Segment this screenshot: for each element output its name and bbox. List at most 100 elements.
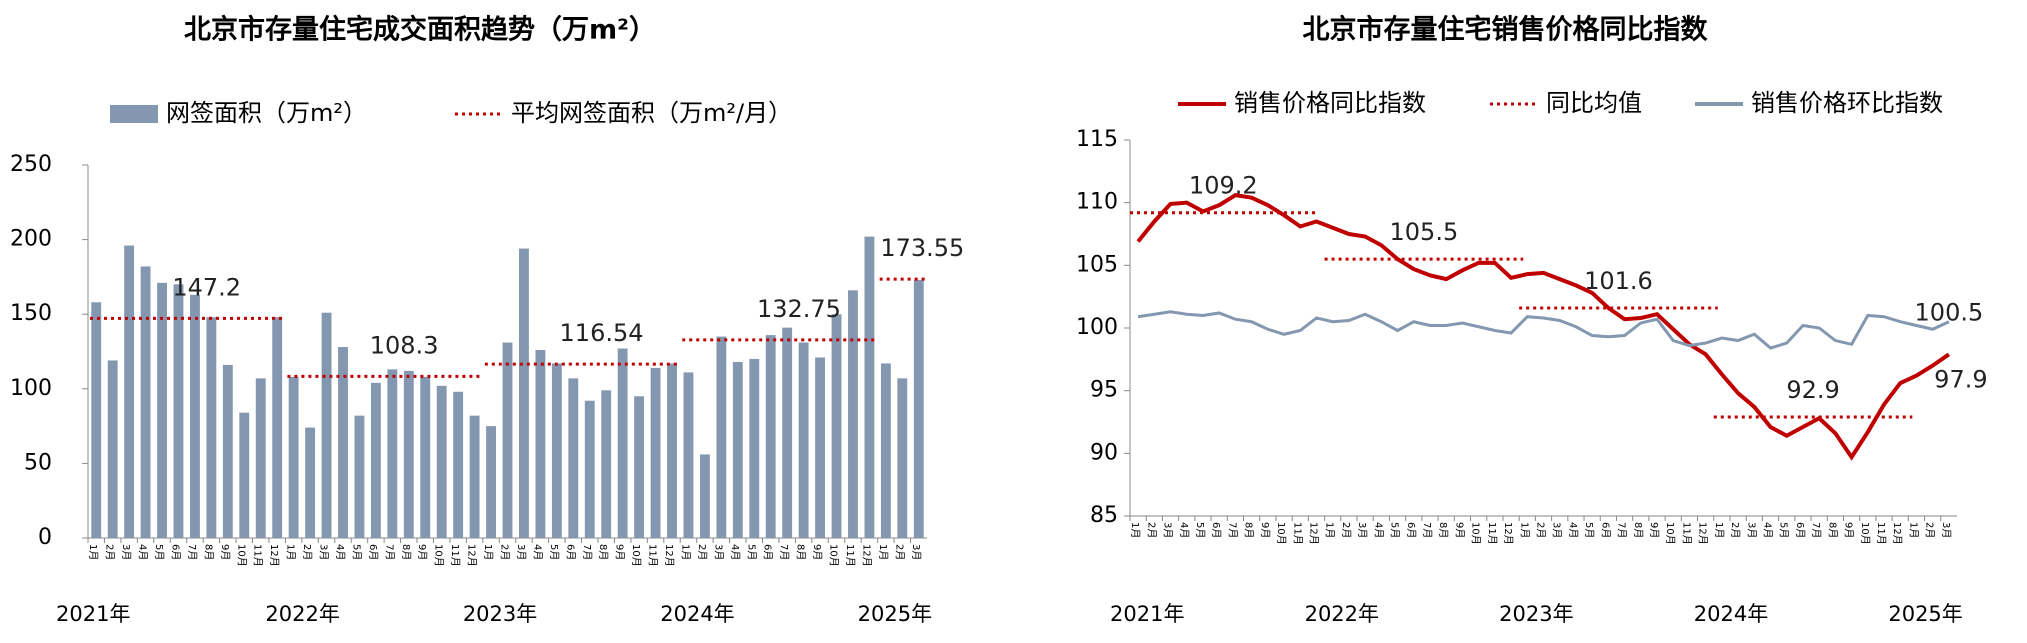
x-tick-label: 7月 [1616, 522, 1628, 538]
bar [387, 369, 398, 538]
y-tick-label: 110 [1076, 190, 1118, 215]
x-tick-label: 11月 [252, 544, 264, 567]
x-tick-label: 2月 [1924, 522, 1936, 538]
bar [634, 396, 645, 538]
x-tick-label: 10月 [630, 544, 642, 567]
bar [354, 415, 365, 538]
x-tick-label: 12月 [1697, 522, 1709, 545]
x-tick-label: 10月 [1664, 522, 1676, 545]
y-tick-label: 105 [1076, 252, 1118, 277]
x-tick-label: 12月 [663, 544, 675, 567]
y-tick-label: 85 [1090, 503, 1118, 528]
bar [288, 376, 299, 538]
x-tick-label: 3月 [1745, 522, 1757, 538]
x-tick-label: 2月 [1535, 522, 1547, 538]
x-tick-label: 5月 [153, 544, 165, 560]
x-tick-label: 3月 [1940, 522, 1952, 538]
x-tick-label: 9月 [614, 544, 626, 560]
x-tick-label: 10月 [433, 544, 445, 567]
x-tick-label: 9月 [1453, 522, 1465, 538]
bar [272, 317, 283, 538]
legend-label: 同比均值 [1546, 89, 1642, 117]
x-tick-label: 7月 [581, 544, 593, 560]
average-label: 147.2 [172, 273, 241, 301]
x-tick-label: 11月 [1875, 522, 1887, 545]
end-label: 97.9 [1934, 365, 1987, 393]
x-tick-label: 8月 [597, 544, 609, 560]
bar [107, 360, 118, 538]
x-tick-label: 10月 [1859, 522, 1871, 545]
x-tick-label: 8月 [1632, 522, 1644, 538]
bar [222, 364, 233, 538]
bar [502, 342, 513, 538]
x-tick-label: 11月 [1680, 522, 1692, 545]
legend-label: 销售价格环比指数 [1751, 89, 1943, 117]
x-tick-label: 7月 [1226, 522, 1238, 538]
bar [848, 290, 858, 538]
bar [486, 426, 496, 538]
bar [568, 378, 579, 538]
bar [157, 282, 167, 538]
x-tick-label: 4月 [1762, 522, 1774, 538]
y-tick-label: 150 [10, 301, 52, 326]
x-tick-label: 5月 [1194, 522, 1206, 538]
x-tick-label: 6月 [1794, 522, 1806, 538]
year-label: 2025年 [858, 602, 932, 626]
bar [864, 236, 875, 538]
x-tick-label: 3月 [120, 544, 132, 560]
year-label: 2021年 [56, 602, 130, 626]
x-tick-label: 5月 [548, 544, 560, 560]
bar [667, 363, 677, 538]
x-tick-label: 1月 [1129, 522, 1141, 538]
bar [798, 342, 809, 538]
x-tick-label: 8月 [1437, 522, 1449, 538]
chart-title: 北京市存量住宅成交面积趋势（万m²） [184, 14, 656, 46]
bar [206, 317, 217, 538]
x-tick-label: 12月 [268, 544, 280, 567]
bar [338, 347, 348, 538]
x-tick-label: 6月 [1599, 522, 1611, 538]
bar [749, 358, 760, 538]
bar [453, 391, 464, 538]
y-tick-label: 200 [10, 227, 52, 252]
x-tick-label: 1月 [1324, 522, 1336, 538]
y-tick-label: 115 [1076, 127, 1118, 152]
year-label: 2024年 [660, 602, 734, 626]
x-tick-label: 9月 [811, 544, 823, 560]
bar [91, 302, 102, 538]
x-tick-label: 4月 [1567, 522, 1579, 538]
average-label: 101.6 [1584, 267, 1653, 295]
x-tick-label: 12月 [1891, 522, 1903, 545]
legend-swatch [110, 105, 158, 123]
bar [535, 350, 546, 538]
chart-title: 北京市存量住宅销售价格同比指数 [1303, 14, 1709, 46]
x-tick-label: 6月 [564, 544, 576, 560]
bar [601, 390, 612, 538]
y-tick-label: 50 [24, 450, 52, 475]
bar [765, 335, 776, 538]
bar [732, 361, 743, 538]
x-tick-label: 5月 [745, 544, 757, 560]
x-tick-label: 7月 [186, 544, 198, 560]
bar [255, 378, 266, 538]
average-label: 108.3 [370, 331, 439, 359]
x-tick-label: 5月 [1583, 522, 1595, 538]
x-tick-label: 6月 [1210, 522, 1222, 538]
x-tick-label: 8月 [202, 544, 214, 560]
bar [124, 245, 135, 538]
bar [815, 357, 826, 538]
x-tick-label: 10月 [828, 544, 840, 567]
bar [551, 363, 562, 538]
bar [519, 248, 529, 538]
x-tick-label: 4月 [1178, 522, 1190, 538]
year-label: 2022年 [265, 602, 339, 626]
x-tick-label: 2月 [104, 544, 116, 560]
x-tick-label: 12月 [1502, 522, 1514, 545]
bar [469, 415, 480, 538]
x-tick-label: 10月 [1275, 522, 1287, 545]
bar [699, 454, 710, 538]
bar [880, 363, 891, 538]
x-tick-label: 6月 [169, 544, 181, 560]
x-tick-label: 3月 [712, 544, 724, 560]
x-tick-label: 9月 [1259, 522, 1271, 538]
